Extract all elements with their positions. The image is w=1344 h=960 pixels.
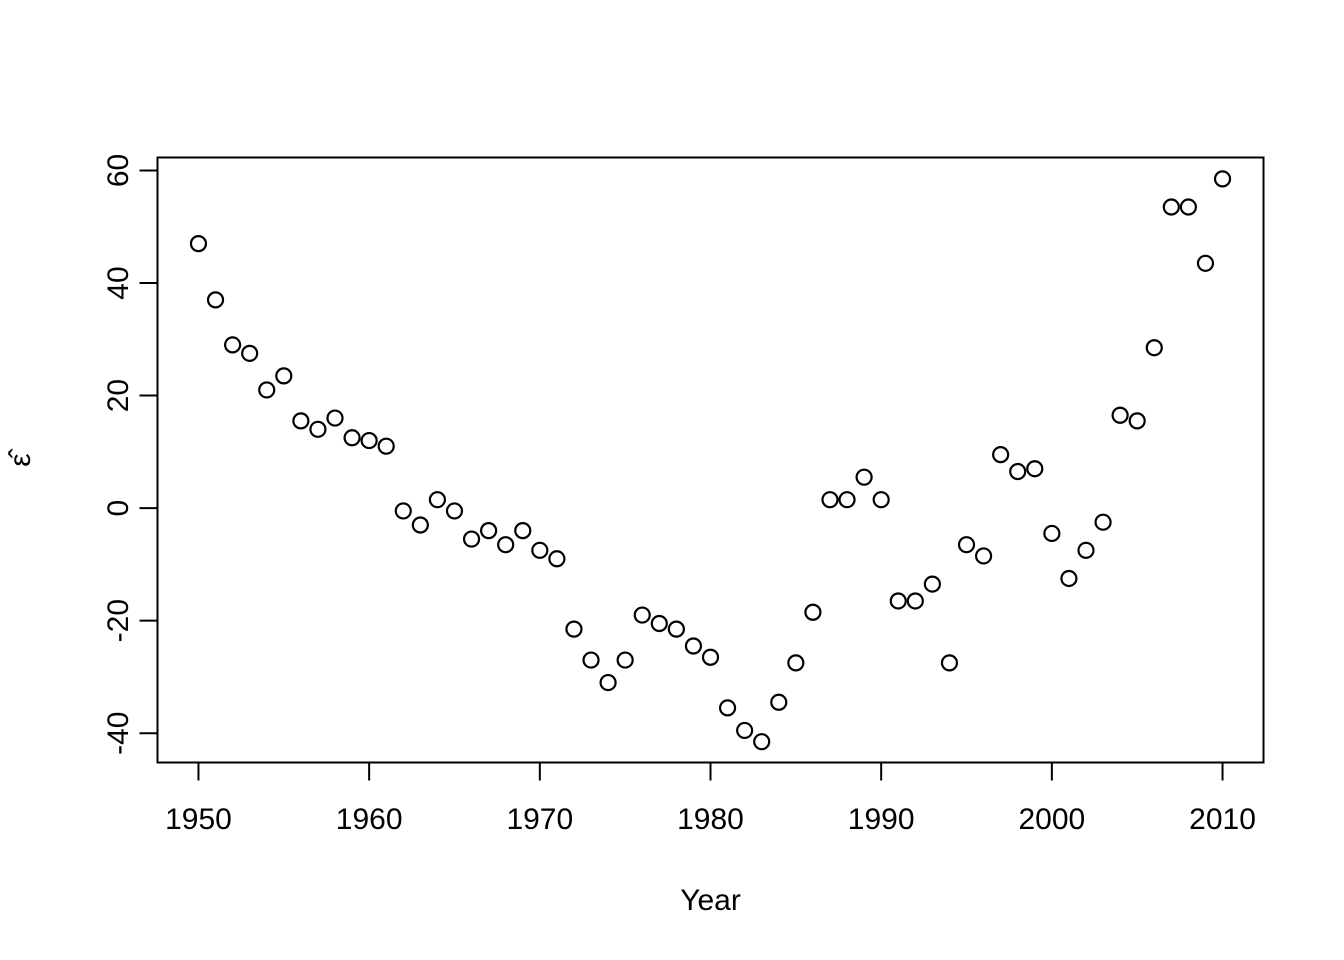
data-point [292, 412, 310, 430]
data-point [650, 614, 668, 633]
data-point [462, 530, 481, 548]
data-point [1213, 170, 1232, 188]
x-tick-label: 1970 [506, 803, 573, 836]
x-tick-label: 2000 [1018, 803, 1085, 836]
data-point [1026, 460, 1044, 478]
data-point [275, 367, 293, 385]
data-point [838, 491, 856, 509]
data-point [582, 651, 600, 669]
data-point [718, 699, 737, 717]
x-tick-label: 2010 [1189, 803, 1256, 836]
data-point [1077, 541, 1095, 559]
data-point [616, 651, 634, 669]
data-point [1145, 339, 1163, 357]
data-point [736, 721, 754, 740]
data-point [684, 637, 703, 655]
data-point [223, 336, 242, 354]
data-point [309, 420, 327, 438]
data-point [633, 606, 651, 624]
data-point [701, 648, 720, 666]
data-point [428, 491, 447, 509]
data-point [1009, 462, 1027, 481]
data-point [480, 522, 498, 540]
plot-box [156, 156, 1265, 764]
y-axis: -40 -20 0 20 40 60 [102, 154, 158, 755]
data-point [787, 654, 805, 672]
data-point [189, 235, 208, 253]
y-tick-label: 0 [102, 500, 135, 517]
data-point [445, 502, 464, 520]
x-tick-label: 1990 [848, 803, 915, 836]
data-points [189, 170, 1232, 751]
y-tick-label: 20 [102, 379, 135, 412]
data-point [1162, 198, 1180, 216]
data-point [889, 592, 907, 610]
data-point [394, 502, 412, 520]
y-tick-label: -20 [102, 599, 135, 642]
data-point [241, 344, 259, 362]
data-point [821, 491, 839, 509]
x-tick-label: 1960 [336, 803, 403, 836]
data-point [1196, 254, 1215, 272]
data-point [770, 693, 788, 711]
data-point [804, 603, 822, 621]
y-axis-title: ε̂ [4, 448, 37, 466]
data-point [855, 468, 873, 486]
data-point [326, 409, 344, 427]
data-point [343, 429, 361, 447]
data-point [1179, 198, 1198, 216]
data-point [514, 522, 532, 540]
x-tick-label: 1950 [165, 803, 232, 836]
data-point [258, 381, 276, 399]
data-point [667, 620, 685, 638]
data-point [1111, 406, 1129, 424]
data-point [1060, 569, 1078, 588]
data-point [599, 673, 617, 692]
data-point [940, 654, 959, 672]
data-point [548, 550, 566, 568]
data-point [992, 446, 1010, 464]
x-axis: 1950 1960 1970 1980 1990 2000 2010 [165, 762, 1256, 836]
x-axis-title: Year [680, 884, 741, 917]
y-tick-label: 60 [102, 154, 135, 187]
data-point [753, 733, 771, 751]
data-point [872, 491, 890, 509]
data-point [411, 516, 429, 534]
data-point [1094, 513, 1112, 531]
data-point [923, 575, 941, 593]
data-point [957, 536, 976, 554]
data-point [974, 547, 993, 565]
data-point [906, 592, 924, 610]
data-point [360, 431, 378, 450]
x-tick-label: 1980 [677, 803, 744, 836]
plot-frame [156, 156, 1265, 764]
data-point [206, 291, 225, 309]
data-point [1043, 524, 1061, 543]
data-point [497, 536, 515, 554]
data-point [565, 620, 583, 638]
y-tick-label: 40 [102, 266, 135, 299]
y-tick-label: -40 [102, 712, 135, 755]
data-point [531, 541, 549, 559]
data-point [377, 437, 395, 455]
data-point [1128, 412, 1146, 430]
